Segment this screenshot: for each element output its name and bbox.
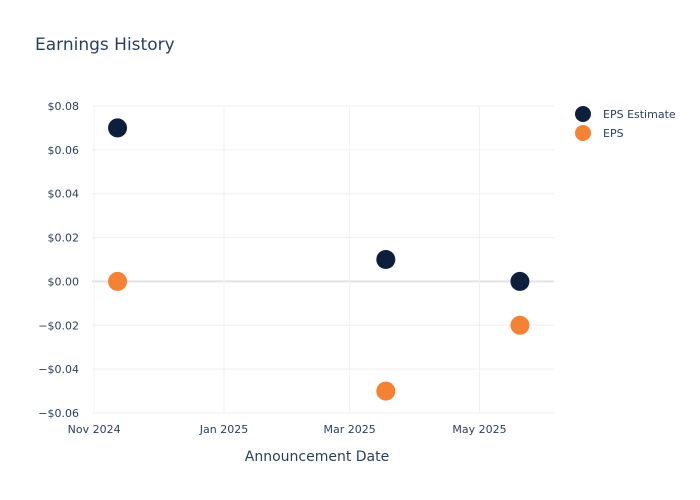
y-tick-label: $0.02 xyxy=(48,232,80,245)
y-tick-label: $0.08 xyxy=(48,100,80,113)
legend-label-eps[interactable]: EPS xyxy=(603,127,624,140)
y-tick-label: $0.00 xyxy=(48,275,80,288)
x-tick-label: May 2025 xyxy=(452,423,506,436)
grid-lines xyxy=(92,105,554,414)
axes: $0.08 $0.06 $0.04 $0.02 $0.00 −$0.02 −$0.04 −$0… xyxy=(38,100,506,436)
data-points[interactable] xyxy=(108,118,530,401)
legend-label-eps-estimate[interactable]: EPS Estimate xyxy=(603,108,676,121)
y-tick-label: $0.04 xyxy=(48,188,80,201)
eps-estimate-point[interactable] xyxy=(376,250,396,269)
legend-marker-eps-estimate[interactable] xyxy=(575,106,591,122)
eps-estimate-point[interactable] xyxy=(108,118,128,138)
legend-marker-eps[interactable] xyxy=(575,125,591,141)
y-tick-label: −$0.02 xyxy=(38,319,79,332)
eps-point[interactable] xyxy=(108,271,128,291)
x-tick-label: Jan 2025 xyxy=(199,423,248,436)
x-tick-label: Nov 2024 xyxy=(68,423,121,436)
x-tick-label: Mar 2025 xyxy=(323,423,375,436)
eps-estimate-point[interactable] xyxy=(510,271,530,291)
eps-point[interactable] xyxy=(510,315,530,335)
y-tick-label: −$0.04 xyxy=(38,363,79,376)
y-tick-label: $0.06 xyxy=(48,144,80,157)
legend[interactable]: EPS Estimate EPS xyxy=(575,106,676,141)
eps-point[interactable] xyxy=(376,381,396,401)
y-tick-label: −$0.06 xyxy=(38,407,79,420)
x-axis-title: Announcement Date xyxy=(245,449,389,465)
chart-title: Earnings History xyxy=(35,35,175,55)
